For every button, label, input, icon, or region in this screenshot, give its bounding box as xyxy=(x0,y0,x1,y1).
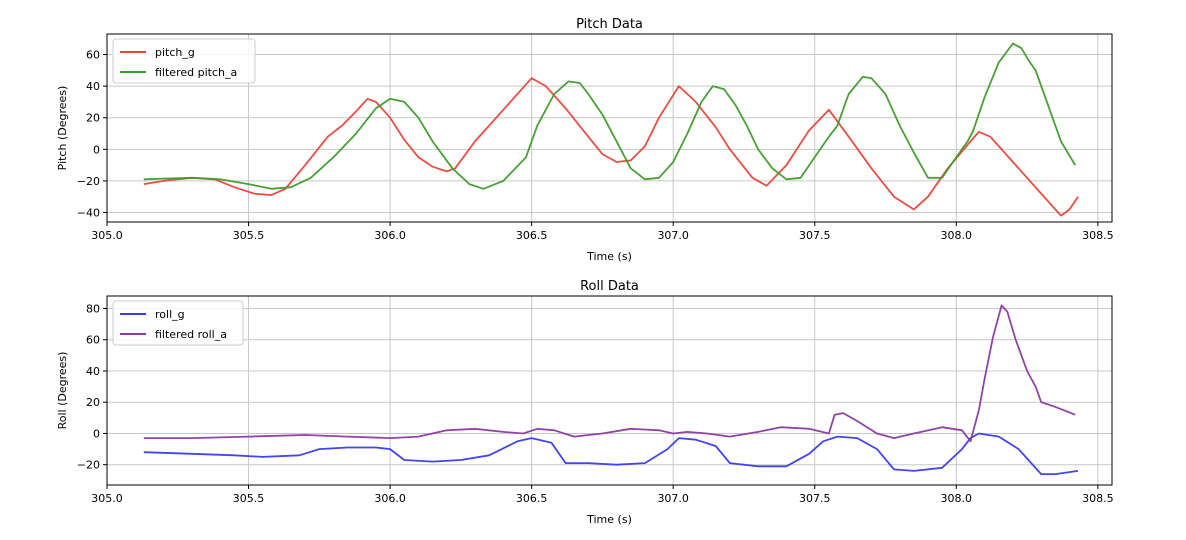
roll-plot-area xyxy=(107,296,1112,485)
roll-y-tick-label: 80 xyxy=(86,302,100,315)
pitch-x-tick-label: 308.5 xyxy=(1082,229,1114,242)
roll-legend-label-2: filtered roll_a xyxy=(155,328,227,341)
pitch-series-line-2 xyxy=(143,42,1076,190)
roll-x-tick-label: 307.5 xyxy=(799,492,831,505)
roll-axes-frame xyxy=(106,295,1113,486)
pitch-chart-title: Pitch Data xyxy=(576,17,643,32)
roll-x-tick-label: 307.0 xyxy=(657,492,689,505)
pitch-legend xyxy=(112,38,256,84)
roll-series-line-1 xyxy=(143,432,1079,475)
pitch-chart: Pitch Data Time (s) Pitch (Degrees) 305.… xyxy=(56,17,1114,263)
pitch-y-tick-label: −20 xyxy=(77,175,100,188)
pitch-x-tick-label: 308.0 xyxy=(941,229,973,242)
roll-x-tick-label: 308.5 xyxy=(1082,492,1114,505)
roll-x-axis-label: Time (s) xyxy=(586,513,632,526)
pitch-x-tick-label: 305.0 xyxy=(91,229,123,242)
roll-legend-label-1: roll_g xyxy=(155,308,185,321)
roll-chart-title: Roll Data xyxy=(580,279,639,294)
roll-y-tick-label: 40 xyxy=(86,365,100,378)
roll-x-tick-label: 306.5 xyxy=(516,492,548,505)
pitch-x-tick-label: 307.0 xyxy=(657,229,689,242)
roll-series-line-2 xyxy=(143,304,1076,443)
pitch-series-line-1 xyxy=(143,77,1079,217)
roll-y-tick-label: 0 xyxy=(93,427,100,440)
roll-y-axis-label: Roll (Degrees) xyxy=(56,352,69,430)
roll-chart: Roll Data Time (s) Roll (Degrees) 305.0 3… xyxy=(56,279,1114,526)
pitch-axes-frame xyxy=(106,33,1113,223)
roll-y-tick-label: 60 xyxy=(86,334,100,347)
roll-y-tick-label: −20 xyxy=(77,459,100,472)
pitch-x-axis-label: Time (s) xyxy=(586,250,632,263)
roll-x-tick-label: 305.0 xyxy=(91,492,123,505)
roll-y-tick-label: 20 xyxy=(86,396,100,409)
roll-x-tick-label: 305.5 xyxy=(233,492,265,505)
pitch-y-tick-label: 60 xyxy=(86,49,100,62)
pitch-x-tick-label: 306.0 xyxy=(374,229,406,242)
pitch-legend-label-2: filtered pitch_a xyxy=(155,66,237,79)
pitch-y-tick-label: 0 xyxy=(93,143,100,156)
pitch-x-tick-label: 307.5 xyxy=(799,229,831,242)
pitch-y-tick-label: 20 xyxy=(86,112,100,125)
pitch-x-tick-label: 305.5 xyxy=(233,229,265,242)
pitch-y-axis-label: Pitch (Degrees) xyxy=(56,86,69,171)
pitch-legend-label-1: pitch_g xyxy=(155,46,195,59)
pitch-x-tick-label: 306.5 xyxy=(516,229,548,242)
roll-x-tick-label: 308.0 xyxy=(941,492,973,505)
roll-x-tick-label: 306.0 xyxy=(374,492,406,505)
pitch-y-tick-label: −40 xyxy=(77,207,100,220)
pitch-y-tick-label: 40 xyxy=(86,80,100,93)
